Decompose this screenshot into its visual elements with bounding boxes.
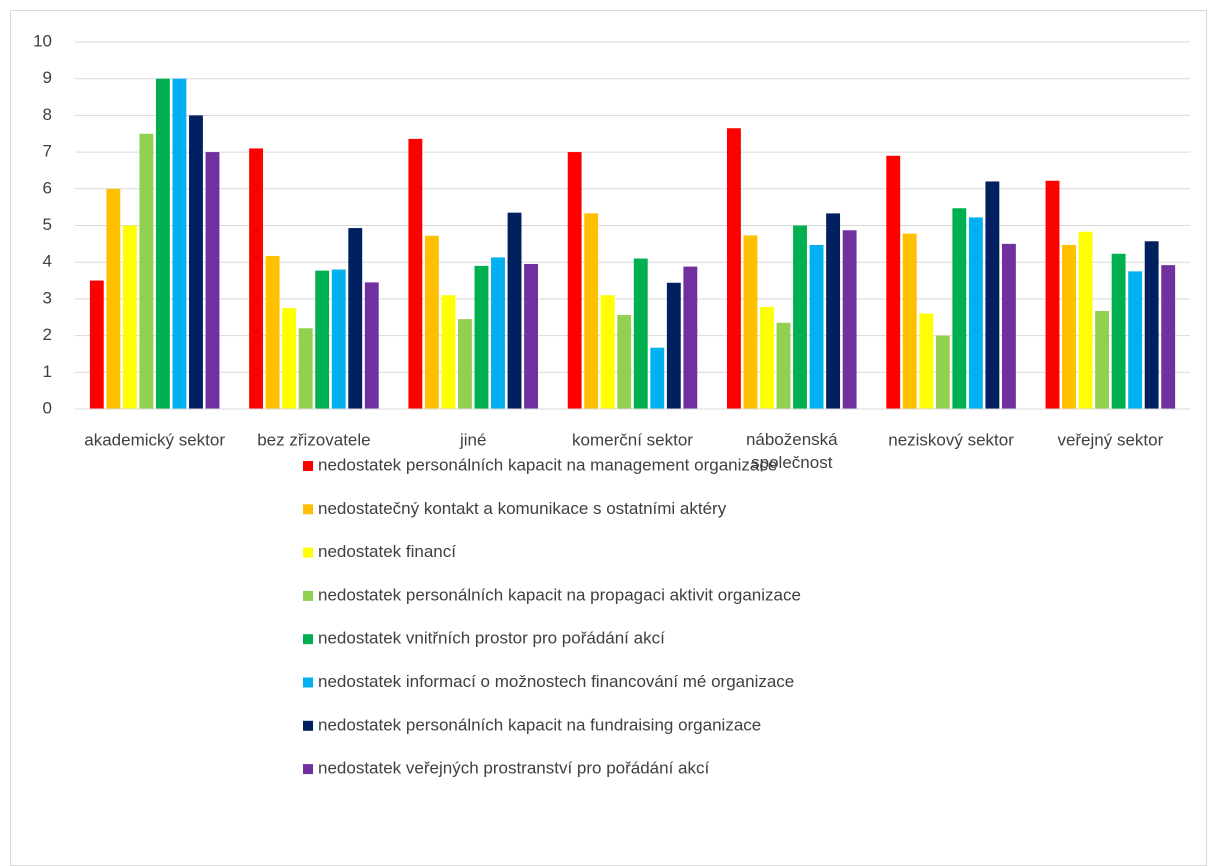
y-tick-label: 9: [43, 68, 52, 87]
legend-swatch: [303, 547, 313, 558]
bar: [1161, 265, 1176, 409]
y-tick-label: 10: [33, 31, 52, 50]
bar: [727, 128, 741, 409]
legend-swatch: [303, 634, 313, 645]
bar: [205, 152, 220, 409]
legend-label: nedostatek personálních kapacit na propa…: [318, 585, 801, 604]
bar: [919, 313, 934, 409]
bar: [249, 148, 264, 409]
bar: [139, 133, 154, 409]
bar: [1095, 311, 1110, 409]
legend-label: nedostatek personálních kapacit na manag…: [318, 455, 777, 474]
bar: [760, 306, 774, 409]
bar: [315, 270, 330, 409]
legend-swatch: [303, 677, 313, 688]
y-tick-label: 0: [43, 398, 52, 417]
legend-swatch: [303, 461, 313, 471]
legend-swatch: [303, 504, 313, 515]
y-tick-label: 1: [43, 362, 52, 381]
bar: [584, 213, 599, 409]
bar: [364, 282, 379, 409]
bar: [952, 208, 967, 409]
bar: [298, 328, 313, 409]
bar: [826, 213, 841, 409]
bar: [935, 335, 950, 409]
bar: [1045, 180, 1060, 409]
bar: [189, 115, 203, 410]
legend-label: nedostatečný kontakt a komunikace s osta…: [318, 499, 727, 518]
bar: [1111, 253, 1126, 409]
bar: [89, 280, 104, 409]
bar: [902, 233, 917, 409]
bar: [776, 322, 791, 409]
bar: [743, 235, 758, 409]
bar: [1001, 243, 1016, 409]
legend-label: nedostatek veřejných prostranství pro po…: [318, 759, 709, 778]
x-tick-label: náboženská společnost: [746, 430, 838, 472]
bar: [507, 212, 522, 409]
bar: [666, 282, 681, 409]
bar: [842, 230, 857, 409]
x-tick-label: jiné: [459, 430, 486, 449]
bar: [1128, 271, 1143, 409]
bar: [1078, 231, 1093, 409]
legend-label: nedostatek vnitřních prostor pro pořádán…: [318, 629, 665, 648]
bar: [122, 225, 137, 409]
y-tick-label: 6: [43, 178, 52, 197]
bar: [1062, 244, 1076, 409]
y-tick-label: 4: [43, 252, 52, 271]
y-tick-label: 3: [43, 288, 52, 307]
legend-label: nedostatek personálních kapacit na fundr…: [318, 715, 761, 734]
x-tick-label: komerční sektor: [572, 430, 693, 449]
bar: [441, 295, 456, 409]
bar: [633, 258, 648, 409]
y-tick-label: 8: [43, 105, 52, 124]
bar: [809, 244, 824, 409]
bar: [458, 319, 472, 409]
legend-label: nedostatek financí: [318, 542, 456, 561]
x-tick-label: veřejný sektor: [1057, 430, 1163, 449]
bar: [155, 78, 170, 409]
y-tick-label: 2: [43, 325, 52, 344]
bar: [886, 155, 901, 409]
bar: [282, 308, 297, 409]
bar: [524, 264, 538, 409]
x-tick-label: akademický sektor: [84, 430, 225, 449]
bar: [474, 265, 489, 409]
bar: [567, 152, 582, 409]
bar: [408, 138, 423, 409]
bar: [1144, 241, 1159, 409]
bar: [683, 266, 698, 409]
bar: [106, 188, 121, 409]
legend-swatch: [303, 764, 313, 775]
bar: [600, 295, 615, 409]
bar: [985, 181, 1000, 409]
bar: [331, 269, 346, 409]
bar: [491, 257, 505, 409]
bar: [265, 255, 280, 409]
bar: [172, 78, 187, 409]
bar: [348, 228, 363, 409]
legend-swatch: [303, 590, 313, 601]
bar: [793, 225, 807, 409]
bar: [424, 235, 439, 409]
x-tick-label: neziskový sektor: [888, 430, 1014, 449]
y-tick-label: 7: [43, 142, 52, 161]
bar: [968, 217, 983, 409]
x-tick-label: bez zřizovatele: [257, 430, 370, 449]
bar: [617, 315, 632, 409]
y-tick-label: 5: [43, 215, 52, 234]
legend-swatch: [303, 720, 313, 731]
bar: [650, 347, 665, 409]
legend-label: nedostatek informací o možnostech financ…: [318, 672, 794, 691]
